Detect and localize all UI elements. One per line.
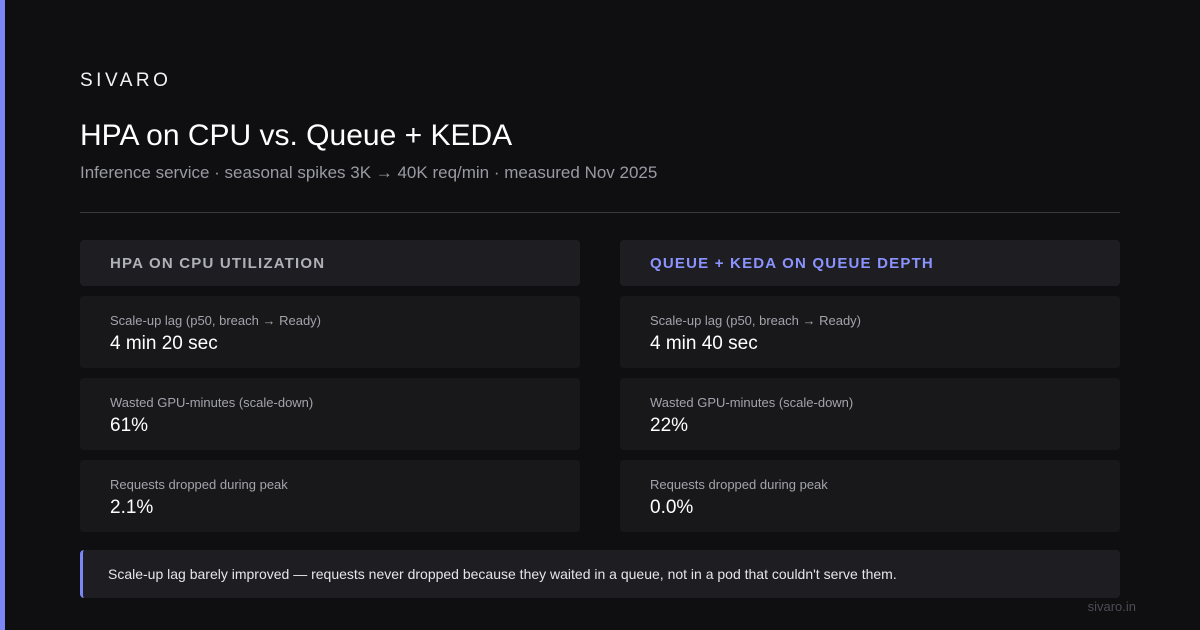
footer-domain: sivaro.in	[1087, 599, 1136, 614]
metric-card-requests-dropped: Requests dropped during peak 2.1%	[80, 460, 580, 532]
callout-note: Scale-up lag barely improved — requests …	[80, 550, 1120, 598]
metric-card-wasted-gpu: Wasted GPU-minutes (scale-down) 61%	[80, 378, 580, 450]
metric-value: 4 min 20 sec	[110, 333, 218, 354]
metric-card-scale-up-lag: Scale-up lag (p50, breach → Ready) 4 min…	[80, 296, 580, 368]
metric-value: 61%	[110, 415, 149, 436]
metric-value: 22%	[650, 415, 689, 436]
column-header: HPA ON CPU UTILIZATION	[80, 240, 580, 286]
page-title: HPA on CPU vs. Queue + KEDA	[80, 119, 513, 152]
divider	[80, 212, 1120, 213]
metric-value: 4 min 40 sec	[650, 333, 758, 354]
column-header: QUEUE + KEDA ON QUEUE DEPTH	[620, 240, 1120, 286]
comparison-column-hpa: HPA ON CPU UTILIZATION Scale-up lag (p50…	[80, 240, 580, 532]
metric-label: Requests dropped during peak	[110, 477, 288, 492]
metric-card-requests-dropped: Requests dropped during peak 0.0%	[620, 460, 1120, 532]
metric-card-scale-up-lag: Scale-up lag (p50, breach → Ready) 4 min…	[620, 296, 1120, 368]
metric-label: Wasted GPU-minutes (scale-down)	[650, 395, 854, 410]
metric-card-wasted-gpu: Wasted GPU-minutes (scale-down) 22%	[620, 378, 1120, 450]
metric-label: Wasted GPU-minutes (scale-down)	[110, 395, 314, 410]
metric-value: 2.1%	[110, 497, 154, 518]
metric-label: Requests dropped during peak	[650, 477, 828, 492]
accent-bar	[0, 0, 5, 630]
page-subtitle: Inference service · seasonal spikes 3K →…	[80, 163, 658, 182]
metric-label: Scale-up lag (p50, breach → Ready)	[650, 313, 862, 328]
brand-logo: SIVARO	[80, 70, 172, 91]
comparison-column-keda: QUEUE + KEDA ON QUEUE DEPTH Scale-up lag…	[620, 240, 1120, 532]
metric-label: Scale-up lag (p50, breach → Ready)	[110, 313, 322, 328]
metric-value: 0.0%	[650, 497, 694, 518]
